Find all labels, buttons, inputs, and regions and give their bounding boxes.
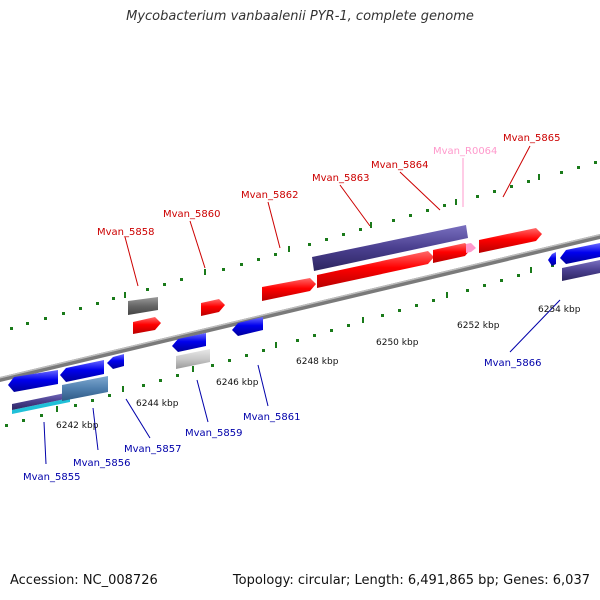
gene-mvan5861-arrow[interactable] xyxy=(232,317,263,336)
scale-label-6248: 6248 kbp xyxy=(296,357,339,367)
gene-mvan5862-arrow[interactable] xyxy=(262,278,316,301)
lower-tick-track xyxy=(5,254,588,427)
gene-mvan5855-cyan-stripe[interactable] xyxy=(12,398,70,414)
gene-mvan5863-arrow[interactable] xyxy=(317,251,434,288)
label-mvan5855[interactable]: Mvan_5855 xyxy=(23,472,80,483)
label-mvan5858[interactable]: Mvan_5858 xyxy=(97,227,154,238)
gene-mvan5856-arrow[interactable] xyxy=(60,360,104,382)
gene-mvan5866-arrow[interactable] xyxy=(560,243,600,264)
gene-mvanR0064-arrow[interactable] xyxy=(466,243,476,253)
gene-mvan5864-arrow[interactable] xyxy=(433,243,471,263)
label-mvan5866[interactable]: Mvan_5866 xyxy=(484,358,541,369)
forward-genes xyxy=(128,225,542,334)
label-mvan5860[interactable]: Mvan_5860 xyxy=(163,209,220,220)
label-mvan5859[interactable]: Mvan_5859 xyxy=(185,428,242,439)
reverse-genes xyxy=(8,243,600,414)
reverse-leader-lines xyxy=(43,299,561,465)
label-mvan5863[interactable]: Mvan_5863 xyxy=(312,173,369,184)
label-mvan5856[interactable]: Mvan_5856 xyxy=(73,458,130,469)
scale-label-6246: 6246 kbp xyxy=(216,378,259,388)
gene-mvan5858-grey-block[interactable] xyxy=(128,297,158,315)
scale-label-6242: 6242 kbp xyxy=(56,421,99,431)
label-mvan5864[interactable]: Mvan_5864 xyxy=(371,160,428,171)
gene-mvan5860-arrow[interactable] xyxy=(201,299,225,316)
genome-stats-label: Topology: circular; Length: 6,491,865 bp… xyxy=(232,573,590,588)
gene-mvan5866-purple-block[interactable] xyxy=(562,260,600,281)
gene-mvan5855-arrow[interactable] xyxy=(8,370,58,392)
upper-tick-track xyxy=(10,161,597,330)
gene-mvan5858-arrow[interactable] xyxy=(133,317,161,334)
scale-label-6254: 6254 kbp xyxy=(538,305,581,315)
accession-label: Accession: NC_008726 xyxy=(10,573,158,588)
label-mvan5861[interactable]: Mvan_5861 xyxy=(243,412,300,423)
label-mvan5862[interactable]: Mvan_5862 xyxy=(241,190,298,201)
gene-mvan5856-steel-block[interactable] xyxy=(62,376,108,401)
gene-mvan5865-arrow[interactable] xyxy=(479,228,542,253)
label-mvanR0064[interactable]: Mvan_R0064 xyxy=(433,146,497,157)
genome-backbone xyxy=(0,234,600,382)
label-mvan5865[interactable]: Mvan_5865 xyxy=(503,133,560,144)
gene-mvan5863-purple-block[interactable] xyxy=(312,225,468,271)
genome-title: Mycobacterium vanbaalenii PYR-1, complet… xyxy=(126,9,474,24)
label-mvan5857[interactable]: Mvan_5857 xyxy=(124,444,181,455)
gene-mvan5866-small-arrow[interactable] xyxy=(548,252,556,266)
gene-mvan5855-purple-stripe[interactable] xyxy=(12,392,70,410)
gene-mvan5859-arrow[interactable] xyxy=(172,333,206,352)
gene-mvan5857-arrow[interactable] xyxy=(107,354,124,369)
gene-mvan5859-light-block[interactable] xyxy=(176,349,210,369)
scale-label-6252: 6252 kbp xyxy=(457,321,500,331)
forward-leader-lines xyxy=(124,145,531,287)
scale-label-6250: 6250 kbp xyxy=(376,338,419,348)
scale-label-6244: 6244 kbp xyxy=(136,399,179,409)
